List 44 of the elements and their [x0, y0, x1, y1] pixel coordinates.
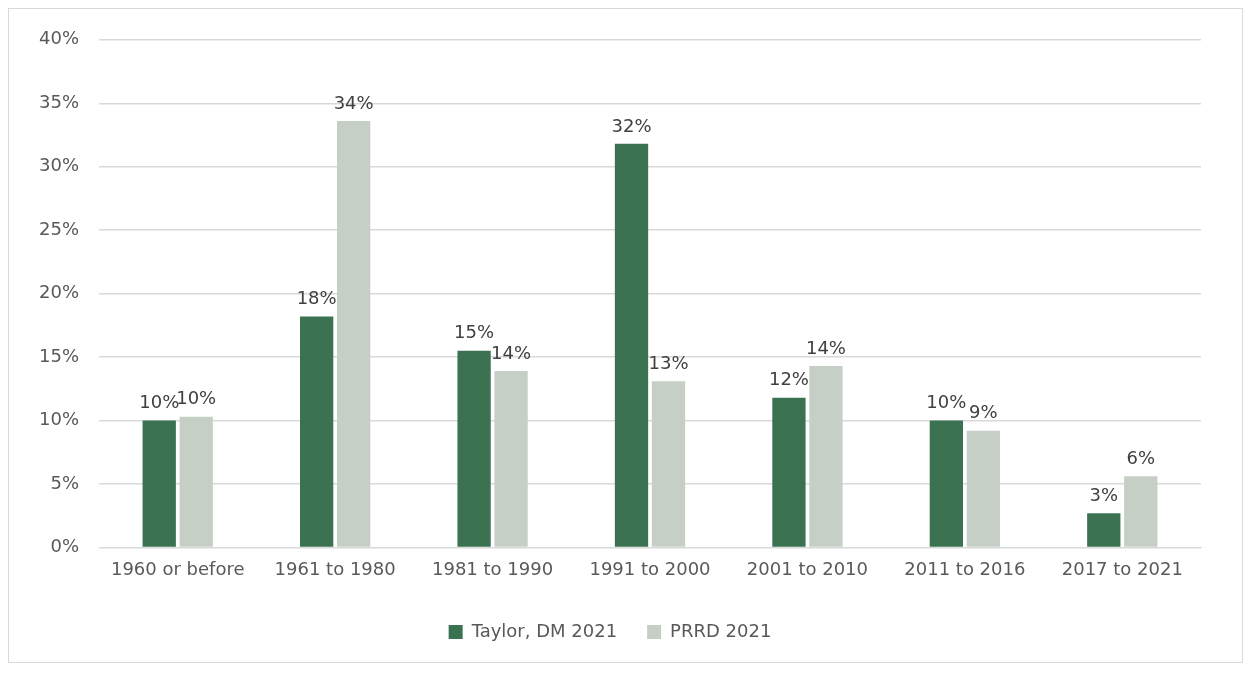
bar [142, 420, 176, 547]
x-tick-label: 2011 to 2016 [904, 557, 1026, 579]
data-label: 32% [611, 114, 652, 136]
bar [614, 143, 649, 547]
y-tick-label: 10% [38, 408, 80, 430]
bar [966, 430, 1000, 547]
x-tick-label: 2001 to 2010 [746, 557, 868, 579]
data-label: 9% [969, 401, 998, 423]
data-label: 10% [926, 391, 967, 413]
legend-label: Taylor, DM 2021 [470, 619, 618, 641]
data-label: 3% [1089, 483, 1119, 505]
x-tick-label: 2017 to 2021 [1061, 557, 1183, 579]
y-tick-label: 5% [50, 471, 80, 493]
bar [457, 350, 491, 547]
x-tick-label: 1981 to 1990 [432, 557, 554, 579]
y-tick-label: 20% [38, 281, 80, 303]
y-tick-label: 35% [38, 90, 80, 112]
bar [300, 316, 334, 547]
y-tick-label: 30% [38, 154, 80, 176]
bar [651, 381, 686, 547]
data-label: 14% [491, 341, 532, 363]
data-label: 15% [454, 321, 495, 343]
data-label: 13% [648, 351, 689, 373]
legend-label: PRRD 2021 [670, 619, 772, 641]
x-tick-label: 1991 to 2000 [589, 557, 711, 579]
data-label: 12% [768, 368, 809, 390]
bar [179, 416, 213, 547]
y-tick-label: 25% [38, 217, 80, 239]
x-tick-label: 1961 to 1980 [274, 557, 396, 579]
y-tick-label: 0% [50, 535, 80, 557]
bar [1087, 513, 1121, 547]
bar [929, 420, 964, 547]
bar [337, 121, 371, 547]
bar [809, 365, 843, 547]
bar [772, 397, 806, 547]
bar [1124, 476, 1158, 547]
data-label: 34% [333, 91, 374, 113]
bar [494, 371, 528, 547]
data-label: 14% [805, 336, 846, 358]
data-label: 18% [296, 287, 337, 309]
data-label: 6% [1126, 447, 1156, 469]
x-tick-label: 1960 or before [110, 557, 245, 579]
y-tick-label: 15% [38, 344, 80, 366]
y-tick-label: 40% [38, 27, 80, 49]
